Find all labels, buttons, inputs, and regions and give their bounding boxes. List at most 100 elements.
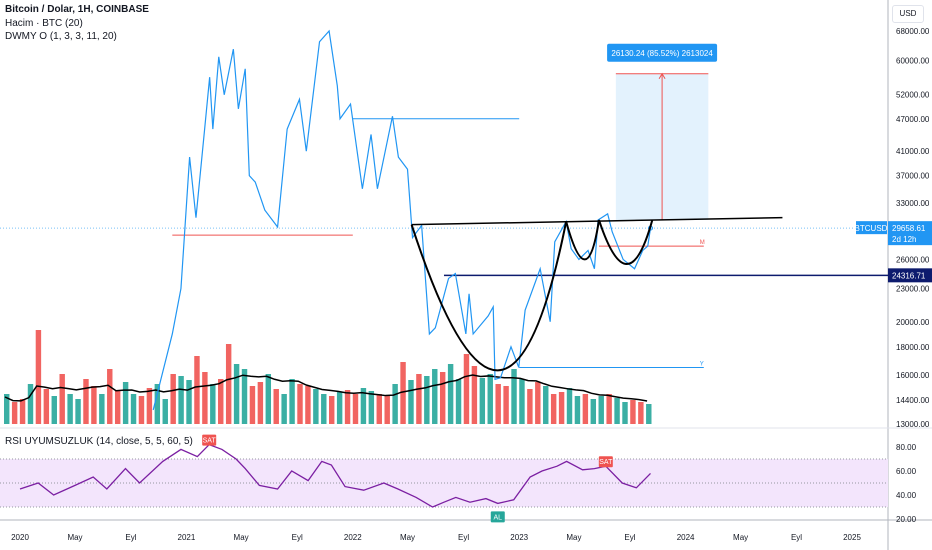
volume-bar <box>233 364 240 424</box>
volume-bar <box>99 394 105 424</box>
currency-button[interactable]: USD <box>892 5 924 23</box>
rsi-tick-label: 80.00 <box>896 443 917 452</box>
price-tick-label: 23000.00 <box>896 285 930 294</box>
chart-title: Bitcoin / Dolar, 1H, COINBASE <box>5 4 149 15</box>
time-tick-label: 2021 <box>178 533 196 542</box>
time-tick-label: Eyl <box>292 533 303 542</box>
volume-bar <box>582 394 589 424</box>
last-price-tag <box>888 221 932 246</box>
volume-bar <box>550 394 557 424</box>
y-line-label: Y <box>700 361 704 367</box>
volume-bar <box>598 396 604 424</box>
volume-bar <box>249 386 256 424</box>
volume-bar <box>241 369 248 424</box>
volume-bar <box>43 389 50 424</box>
volume-bar <box>257 382 264 424</box>
volume-bar <box>471 366 478 424</box>
volume-bar <box>107 369 113 424</box>
handle2-curve <box>598 219 654 266</box>
volume-bar <box>329 396 335 424</box>
volume-bar <box>424 376 430 424</box>
volume-bar <box>321 394 327 424</box>
volume-bar <box>606 394 612 424</box>
countdown-label: 2d 12h <box>892 235 916 244</box>
price-tick-label: 41000.00 <box>896 147 930 156</box>
volume-bar <box>162 399 168 424</box>
price-tick-label: 68000.00 <box>896 27 930 36</box>
volume-legend[interactable]: Hacim · BTC (20) <box>5 18 83 29</box>
volume-bar <box>614 398 620 424</box>
cup-curve <box>410 221 568 372</box>
volume-bar <box>297 384 303 424</box>
volume-bar <box>432 369 438 424</box>
price-tick-label: 60000.00 <box>896 57 930 66</box>
volume-bar <box>67 394 73 424</box>
volume-bar <box>527 389 533 424</box>
target-label: 26130.24 (85.52%) 2613024 <box>611 49 713 58</box>
rsi-legend[interactable]: RSI UYUMSUZLUK (14, close, 5, 5, 60, 5) <box>5 436 193 447</box>
volume-bar <box>4 394 10 424</box>
rsi-signal-label: AL <box>493 514 502 521</box>
rsi-signal-label: SAT <box>203 438 217 445</box>
volume-bar <box>455 379 462 424</box>
volume-bar <box>122 382 129 424</box>
price-tick-label: 18000.00 <box>896 343 930 352</box>
volume-bar <box>273 389 279 424</box>
volume-bar <box>186 380 192 424</box>
volume-bar <box>646 404 652 424</box>
volume-bar <box>622 402 628 424</box>
time-tick-label: Eyl <box>458 533 469 542</box>
volume-bar <box>11 402 18 424</box>
volume-bar <box>313 389 319 424</box>
volume-bar <box>630 400 636 424</box>
symbol-label: BTCUSD <box>855 224 888 233</box>
target-label-box <box>607 43 718 62</box>
m-line-label: M <box>700 240 705 246</box>
volume-bar <box>543 386 549 424</box>
volume-bar <box>170 374 176 424</box>
time-tick-label: Eyl <box>125 533 136 542</box>
volume-bar <box>130 394 137 424</box>
volume-bar <box>479 378 486 424</box>
volume-bar <box>178 376 184 424</box>
time-tick-label: May <box>67 533 82 542</box>
volume-bar <box>146 388 153 424</box>
level-label: 24316.71 <box>892 271 926 280</box>
volume-bar <box>574 396 581 424</box>
level-tag <box>888 268 932 283</box>
volume-bar <box>154 384 161 424</box>
volume-bar <box>376 394 382 424</box>
volume-bar <box>59 374 65 424</box>
volume-bar <box>416 374 422 424</box>
volume-bar <box>487 374 493 424</box>
volume-bar <box>305 386 311 424</box>
volume-bar <box>75 399 81 424</box>
price-tick-label: 33000.00 <box>896 199 930 208</box>
volume-bar <box>392 384 398 424</box>
last-price-label: 29658.61 <box>892 224 926 233</box>
rsi-tick-label: 20.00 <box>896 515 917 524</box>
volume-bar <box>495 384 501 424</box>
volume-bar <box>638 402 644 424</box>
time-tick-label: May <box>400 533 415 542</box>
volume-bar <box>352 394 359 424</box>
volume-bar <box>27 384 34 424</box>
price-tick-label: 13000.00 <box>896 420 930 429</box>
price-tick-label: 14400.00 <box>896 396 930 405</box>
volume-bar <box>35 330 42 424</box>
volume-bar <box>447 364 454 424</box>
volume-bar <box>590 399 597 424</box>
volume-bar <box>265 374 272 424</box>
indicator-legend[interactable]: DWMY O (1, 3, 3, 11, 20) <box>5 31 117 42</box>
price-tick-label: 52000.00 <box>896 91 930 100</box>
time-tick-label: May <box>733 533 748 542</box>
handle1-curve <box>565 219 600 261</box>
neckline <box>411 216 783 226</box>
target-arrow-head <box>658 72 666 80</box>
time-tick-label: Eyl <box>624 533 635 542</box>
time-tick-label: 2020 <box>11 533 29 542</box>
volume-bar <box>281 394 287 424</box>
volume-bar <box>202 372 208 424</box>
volume-bar <box>535 382 541 424</box>
